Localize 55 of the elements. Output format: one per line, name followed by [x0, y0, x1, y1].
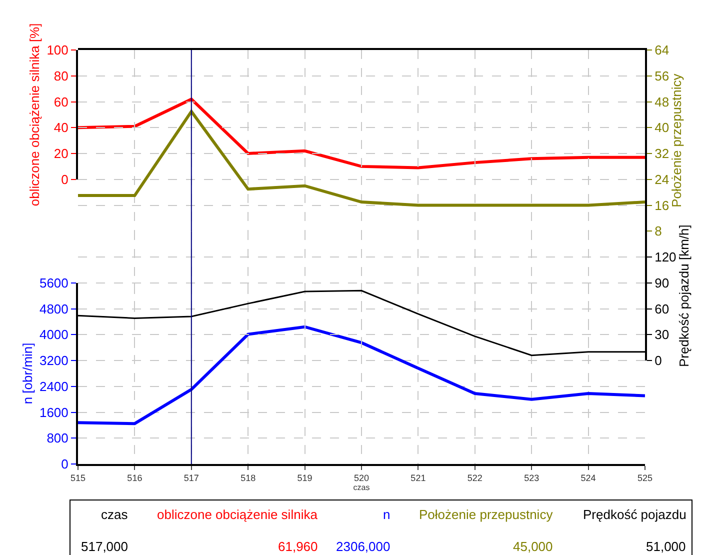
x-tick-label: 520 — [354, 472, 370, 483]
y-tick-label: 0 — [61, 456, 68, 472]
y-tick-label: 20 — [54, 146, 68, 162]
y-tick-label: 0 — [61, 172, 68, 187]
y2-tick-label: 40 — [654, 120, 670, 136]
y2-tick-label: 120 — [654, 250, 676, 265]
line-series — [78, 110, 645, 207]
line-series — [78, 325, 645, 426]
y2-tick-label: 24 — [654, 172, 670, 187]
y-tick-label: 4800 — [39, 301, 68, 316]
y2-axis-title: Prędkość pojazdu [km/h] — [676, 224, 692, 367]
y-tick-label: 5600 — [39, 275, 68, 290]
y2-tick-label: 64 — [654, 42, 670, 58]
y2-tick-label: 8 — [654, 224, 662, 239]
text: 2306,000 — [336, 539, 390, 554]
y2-tick-label: 32 — [654, 146, 670, 162]
y2-tick-label: 30 — [654, 327, 670, 342]
x-tick-label: 515 — [70, 472, 86, 483]
text: Położenie przepustnicy — [419, 507, 554, 522]
y2-tick-label: 48 — [654, 94, 670, 110]
text: 517,000 — [81, 539, 128, 554]
x-axis-title: czas — [353, 482, 370, 492]
y2-tick-label: 90 — [654, 275, 670, 290]
text: n — [383, 507, 390, 522]
x-tick-label: 518 — [240, 472, 256, 483]
y-axis-title: n [obr/min] — [20, 342, 35, 404]
x-tick-label: 524 — [580, 472, 596, 483]
x-tick-label: 525 — [637, 472, 653, 483]
y-tick-label: 1600 — [39, 404, 68, 420]
y-tick-label: 800 — [46, 430, 68, 446]
y-tick-label: 2400 — [39, 378, 68, 394]
y2-axis-title: Położenie przepustnicy — [669, 73, 684, 208]
x-tick-label: 522 — [467, 472, 482, 483]
y-axis-title: obliczone obciążenie silnika [%] — [27, 23, 42, 206]
x-tick-label: 516 — [127, 472, 142, 483]
text: 51,000 — [646, 539, 686, 554]
x-tick-label: 517 — [184, 472, 199, 483]
y-tick-label: 4000 — [39, 327, 68, 342]
y2-tick-label: 0 — [654, 353, 662, 368]
text: 45,000 — [513, 539, 553, 554]
y-tick-label: 60 — [54, 94, 68, 110]
x-tick-label: 521 — [410, 472, 426, 483]
text: obliczone obciążenie silnika — [157, 507, 318, 522]
x-tick-label: 523 — [524, 472, 540, 483]
text: czas — [101, 507, 128, 522]
y-tick-label: 80 — [54, 68, 68, 84]
x-tick-label: 519 — [297, 472, 312, 483]
y2-tick-label: 56 — [654, 68, 670, 84]
text: Prędkość pojazdu — [583, 507, 686, 522]
y-tick-label: 40 — [54, 120, 68, 136]
y2-tick-label: 60 — [654, 301, 670, 316]
y2-tick-label: 16 — [654, 198, 670, 213]
y-tick-label: 3200 — [39, 353, 68, 368]
y-tick-label: 100 — [46, 42, 68, 58]
text: 61,960 — [278, 539, 318, 554]
